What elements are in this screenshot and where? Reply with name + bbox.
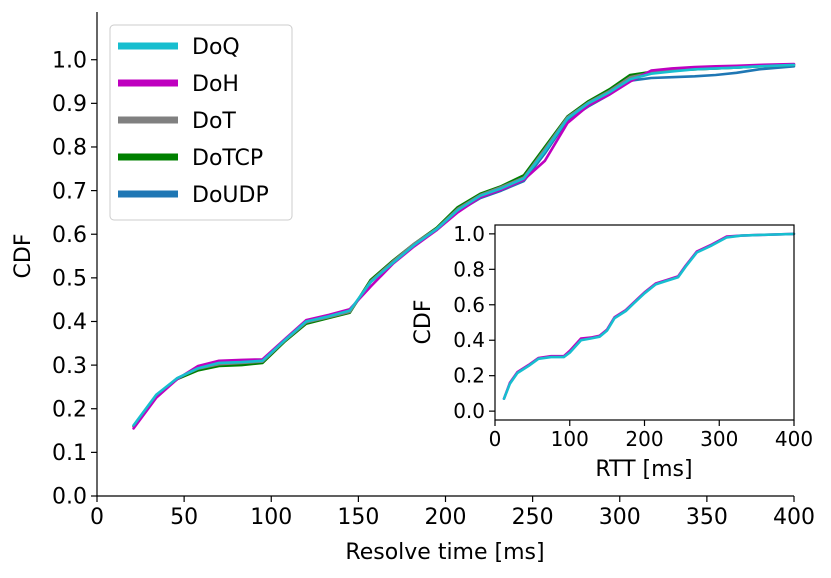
inset-x-tick-label: 300	[700, 427, 738, 451]
main-y-tick-label: 0.1	[52, 441, 87, 466]
main-series-doq	[132, 63, 796, 427]
inset-series-group	[502, 232, 796, 401]
main-y-tick-label: 0.4	[52, 310, 87, 335]
inset-y-tick-label: 1.0	[453, 222, 485, 246]
main-series-group	[132, 62, 796, 430]
main-y-tick-label: 0.5	[52, 267, 87, 292]
main-x-tick-label: 50	[170, 505, 198, 530]
main-x-tick-label: 250	[512, 505, 554, 530]
inset-y-axis-label: CDF	[411, 300, 436, 345]
main-x-ticks: 0 50 100 150 200 250 300 350 400	[90, 496, 815, 530]
inset-chart: 0 100 200 300 400 0.0 0.2 0.4 0.6 0.8 1.0 RTT [ms…	[411, 222, 813, 482]
main-x-tick-label: 200	[425, 505, 467, 530]
inset-y-tick-label: 0.8	[453, 257, 485, 281]
inset-background	[495, 225, 794, 420]
main-y-tick-label: 0.6	[52, 223, 87, 248]
inset-y-tick-label: 0.6	[453, 293, 485, 317]
inset-x-axis-label: RTT [ms]	[595, 457, 692, 482]
inset-series-doq	[502, 232, 796, 401]
legend-label-dot: DoT	[192, 109, 236, 134]
main-y-tick-label: 0.8	[52, 136, 87, 161]
main-y-axis-label: CDF	[11, 234, 36, 279]
inset-y-ticks: 0.0 0.2 0.4 0.6 0.8 1.0	[453, 222, 495, 423]
inset-x-tick-label: 0	[489, 427, 502, 451]
main-y-tick-label: 0.7	[52, 179, 87, 204]
legend-item-doh: DoH	[118, 72, 239, 97]
legend-frame	[109, 24, 293, 221]
legend-label-doudp: DoUDP	[192, 183, 269, 208]
main-x-tick-label: 300	[599, 505, 641, 530]
main-x-tick-label: 350	[686, 505, 728, 530]
inset-y-tick-label: 0.0	[453, 399, 485, 423]
main-y-tick-label: 0.3	[52, 354, 87, 379]
inset-x-tick-label: 100	[551, 427, 589, 451]
main-x-tick-label: 0	[90, 505, 104, 530]
main-x-axis-label: Resolve time [ms]	[345, 540, 544, 565]
inset-x-tick-label: 400	[775, 427, 813, 451]
main-y-tick-label: 0.2	[52, 397, 87, 422]
legend-label-dotcp: DoTCP	[192, 146, 263, 171]
main-x-tick-label: 150	[337, 505, 379, 530]
main-y-tick-label: 0.9	[52, 92, 87, 117]
main-x-tick-label: 400	[773, 505, 815, 530]
legend-item-dotcp: DoTCP	[118, 146, 263, 171]
main-series-doh	[132, 62, 796, 430]
inset-y-tick-label: 0.2	[453, 364, 485, 388]
inset-x-ticks: 0 100 200 300 400	[489, 420, 813, 451]
legend-item-doudp: DoUDP	[118, 183, 269, 208]
main-y-ticks: 0.0 0.1 0.2 0.3 0.4 0.5 0.6 0.7 0.8 0.9 1.0	[52, 48, 97, 510]
inset-y-tick-label: 0.4	[453, 328, 485, 352]
main-x-tick-label: 100	[250, 505, 292, 530]
legend-item-doq: DoQ	[118, 35, 240, 60]
main-y-tick-label: 0.0	[52, 485, 87, 510]
legend-item-dot: DoT	[118, 109, 236, 134]
legend-label-doq: DoQ	[192, 35, 240, 60]
legend: DoQ DoH DoT DoTCP DoUDP	[109, 24, 293, 221]
legend-label-doh: DoH	[192, 72, 239, 97]
main-chart: 0 50 100 150 200 250 300 350 400 0.0 0.1 0.2 0.3 0.4…	[11, 12, 815, 565]
inset-x-tick-label: 200	[625, 427, 663, 451]
main-y-tick-label: 1.0	[52, 48, 87, 73]
